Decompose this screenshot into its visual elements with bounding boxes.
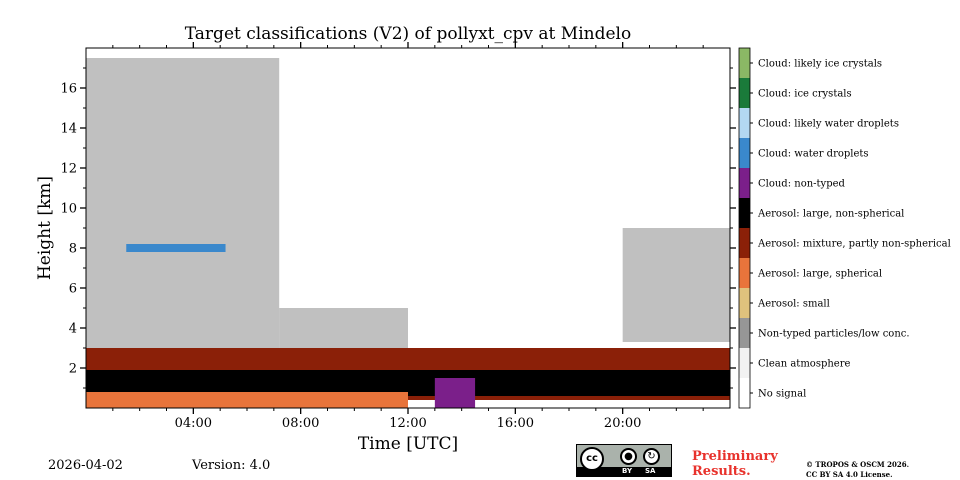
person-icon: ● [620,448,637,465]
cc-license-badge: cc ● ↻ BY SA [576,444,672,477]
legend-swatch [739,78,750,108]
cc-by-label: BY [622,467,633,475]
x-tick-label: 12:00 [389,416,426,431]
legend-label: Non-typed particles/low conc. [758,329,910,340]
legend-label: Cloud: water droplets [758,149,869,160]
class-layer-4 [86,370,730,396]
copyright-line2: CC BY SA 4.0 License. [806,470,893,479]
legend-label: Aerosol: large, non-spherical [757,209,904,220]
y-tick-label: 4 [69,322,77,337]
y-tick-label: 16 [60,82,77,97]
legend-label: No signal [758,389,806,400]
legend-swatch [739,378,750,408]
class-layer-0 [86,58,280,352]
legend-frame [738,47,751,409]
cc-icon: cc [580,447,604,471]
y-axis: 2 4 6 8 10 12 14 16 [60,67,736,389]
x-axis-label: Time [UTC] [358,434,458,454]
footer-date: 2026-04-02 [48,458,123,473]
chart-title: Target classifications (V2) of pollyxt_c… [184,24,632,44]
y-tick-label: 6 [69,282,77,297]
class-layer-5 [86,392,408,408]
footer-version: Version: 4.0 [192,458,271,473]
y-tick-label: 14 [60,122,77,137]
y-tick-label: 8 [69,242,77,257]
preliminary-notice: Preliminary Results. [692,449,778,479]
legend-swatch [739,198,750,228]
legend-swatch [739,288,750,318]
y-tick-label: 10 [60,202,77,217]
legend-label: Aerosol: small [757,299,830,310]
y-axis-label: Height [km] [35,176,55,280]
class-layer-2 [622,228,730,342]
y-tick-label: 2 [69,362,77,377]
legend-label: Clean atmosphere [758,359,851,370]
legend-swatch [739,168,750,198]
cc-badge-strip [577,467,671,476]
x-tick-label: 20:00 [604,416,641,431]
cc-sa-label: SA [645,467,656,475]
legend-swatch [739,348,750,378]
legend-swatch [739,318,750,348]
legend-label: Aerosol: large, spherical [757,269,882,280]
y-tick-label: 12 [60,162,77,177]
x-axis: 04:00 08:00 12:00 16:00 20:00 [112,42,704,431]
share-alike-icon: ↻ [643,448,660,465]
class-layer-6 [126,244,226,252]
x-tick-label: 04:00 [175,416,212,431]
legend-swatch [739,228,750,258]
legend-swatch [739,108,750,138]
legend-label: Aerosol: mixture, partly non-spherical [757,239,951,250]
plot-area [86,58,730,408]
preliminary-line2: Results. [692,464,751,479]
copyright: © TROPOS & OSCM 2026. CC BY SA 4.0 Licen… [806,460,909,480]
x-tick-label: 08:00 [282,416,319,431]
class-layer-7 [434,378,476,408]
legend-label: Cloud: likely water droplets [758,119,899,130]
legend-label: Cloud: likely ice crystals [758,59,882,70]
legend-label: Cloud: ice crystals [758,89,852,100]
legend-label: Cloud: non-typed [758,179,846,190]
x-tick-label: 16:00 [497,416,534,431]
legend-swatch [739,258,750,288]
copyright-line1: © TROPOS & OSCM 2026. [806,460,910,469]
preliminary-line1: Preliminary [692,449,778,464]
legend-swatch [739,48,750,78]
legend-swatch [739,138,750,168]
legend: No signal Clean atmosphere Non-typed parti… [738,47,951,409]
